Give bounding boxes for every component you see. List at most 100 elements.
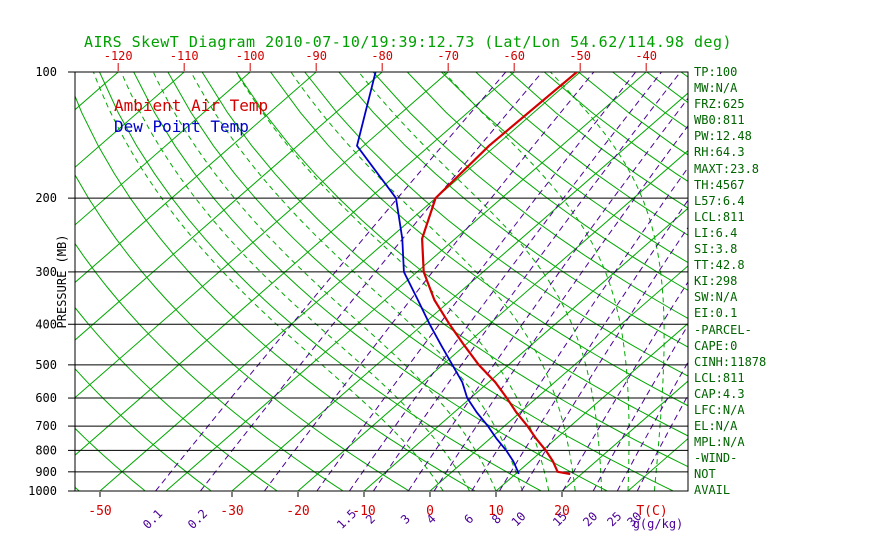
pressure-axis-title: PRESSURE (MB) xyxy=(55,235,69,329)
bottom-temp-label: 10 xyxy=(488,504,504,519)
isotherm-line xyxy=(561,380,688,491)
stat-line-12: TT:42.8 xyxy=(694,258,745,273)
pressure-tick-label: 200 xyxy=(35,191,57,205)
isotherm-line xyxy=(75,72,185,168)
isotherm-line xyxy=(297,150,688,491)
stat-line-16: -PARCEL- xyxy=(694,322,752,337)
dry-adiabat-line xyxy=(99,72,542,491)
moist-adiabat-line xyxy=(190,72,523,491)
dewpoint-trace xyxy=(356,72,520,475)
stat-line-18: CINH:11878 xyxy=(694,354,767,369)
mixing-unit-label: g(g/kg) xyxy=(633,517,684,531)
moist-adiabat-grid xyxy=(92,72,665,491)
moist-adiabat-line xyxy=(92,72,444,491)
dry-adiabat-line xyxy=(75,174,410,491)
top-axis-label: -70 xyxy=(437,49,459,63)
temp-trace xyxy=(420,72,578,476)
stat-line-7: TH:4567 xyxy=(694,177,745,192)
isotherm-line xyxy=(75,72,317,284)
mixing-ratio-line xyxy=(316,72,637,491)
mixing-ratio-line xyxy=(372,72,681,491)
dry-adiabat-line xyxy=(235,72,688,437)
stat-line-11: SI:3.8 xyxy=(694,242,738,257)
moist-adiabat-line xyxy=(550,72,665,491)
moist-adiabat-line xyxy=(290,72,576,491)
mixing-ratio-line xyxy=(348,72,662,491)
stat-line-6: MAXT:23.8 xyxy=(694,161,760,176)
stat-line-20: CAP:4.3 xyxy=(694,386,745,401)
stat-line-1: MW:N/A xyxy=(694,81,738,96)
stat-line-2: FRZ:625 xyxy=(694,97,745,112)
stat-line-10: LI:6.4 xyxy=(694,225,738,240)
mixing-ratio-label: 6 xyxy=(461,512,476,527)
pressure-tick-label: 600 xyxy=(35,391,57,405)
dry-adiabat-line xyxy=(372,72,688,320)
dry-adiabat-line xyxy=(75,94,476,491)
dry-adiabat-line xyxy=(201,72,688,468)
top-axis-label: -50 xyxy=(569,49,591,63)
moist-adiabat-line xyxy=(358,72,603,491)
mixing-ratio-line xyxy=(433,124,688,491)
stats-panel: TP:100 MW:N/A FRZ:625 WB0:811 PW:12.48 RH:64.… xyxy=(694,64,766,499)
stat-line-17: CAPE:0 xyxy=(694,338,738,353)
dry-adiabat-line xyxy=(75,368,212,491)
pressure-tick-label: 400 xyxy=(35,317,57,331)
legend-ambient-air-temp: Ambient Air Temp xyxy=(114,96,269,115)
legend-dew-point-temp: Dew Point Temp xyxy=(114,117,249,136)
isotherm-line xyxy=(495,322,688,491)
pressure-tick-label: 300 xyxy=(35,265,57,279)
stat-line-3: WB0:811 xyxy=(694,113,745,128)
mixing-ratio-line xyxy=(471,166,688,491)
plot-frame xyxy=(74,71,689,492)
mixing-ratio-line xyxy=(562,281,688,491)
stat-line-4: PW:12.48 xyxy=(694,129,752,144)
stat-line-0: TP:100 xyxy=(694,65,738,79)
dry-adiabat-line xyxy=(270,72,688,407)
bottom-temp-label: -10 xyxy=(352,504,375,519)
stat-line-9: LCL:811 xyxy=(694,209,745,224)
mixing-ratio-line xyxy=(200,72,543,491)
top-axis-label: -60 xyxy=(503,49,525,63)
stat-line-22: EL:N/A xyxy=(694,419,738,434)
stat-line-5: RH:64.3 xyxy=(694,145,745,160)
stat-line-8: L57:6.4 xyxy=(694,193,745,208)
top-axis-label: -80 xyxy=(371,49,393,63)
mixing-ratio-line xyxy=(616,361,688,491)
isotherm-line xyxy=(429,265,688,491)
mixing-ratio-label: 20 xyxy=(580,509,600,529)
isotherm-line xyxy=(75,72,383,341)
top-axis: -120 -110 -100 -90 -80 -70 -60 -50 -40 xyxy=(104,49,657,71)
mixing-ratio-label: 3 xyxy=(398,512,413,527)
mixing-ratio-label: 0.2 xyxy=(185,507,210,532)
dry-adiabat-line xyxy=(75,306,278,491)
mixing-ratio-line xyxy=(520,226,688,491)
temp-unit-label: T(C) xyxy=(636,504,667,519)
stat-line-19: LCL:811 xyxy=(694,370,745,385)
moist-adiabat-line xyxy=(235,72,550,491)
pressure-tick-label: 500 xyxy=(35,358,57,372)
dry-adiabat-line xyxy=(304,72,688,377)
moist-adiabat-line xyxy=(443,72,630,491)
pressure-tick-label: 100 xyxy=(35,65,57,79)
bottom-temp-label: -30 xyxy=(220,504,243,519)
top-axis-label: -110 xyxy=(170,49,199,63)
stat-line-26: AVAIL xyxy=(694,483,731,498)
pressure-tick-label: 800 xyxy=(35,443,57,457)
isotherm-line xyxy=(75,72,251,226)
dry-adiabat-line xyxy=(75,427,146,491)
dry-adiabat-line xyxy=(441,72,688,264)
pressure-axis: 100 200 300 400 500 600 700 800 900 1000 PRESSURE … xyxy=(28,65,69,498)
top-axis-label: -120 xyxy=(104,49,133,63)
chart-title: AIRS SkewT Diagram 2010-07-10/19:39:12.7… xyxy=(84,33,733,51)
top-axis-label: -40 xyxy=(635,49,657,63)
isotherm-line xyxy=(363,207,688,491)
stat-line-15: EI:0.1 xyxy=(694,306,738,321)
mixing-ratio-line xyxy=(407,97,688,491)
pressure-tick-label: 900 xyxy=(35,465,57,479)
isotherm-line xyxy=(75,72,515,456)
stat-line-14: SW:N/A xyxy=(694,290,738,305)
top-axis-label: -100 xyxy=(236,49,265,63)
isotherm-line xyxy=(75,72,449,399)
